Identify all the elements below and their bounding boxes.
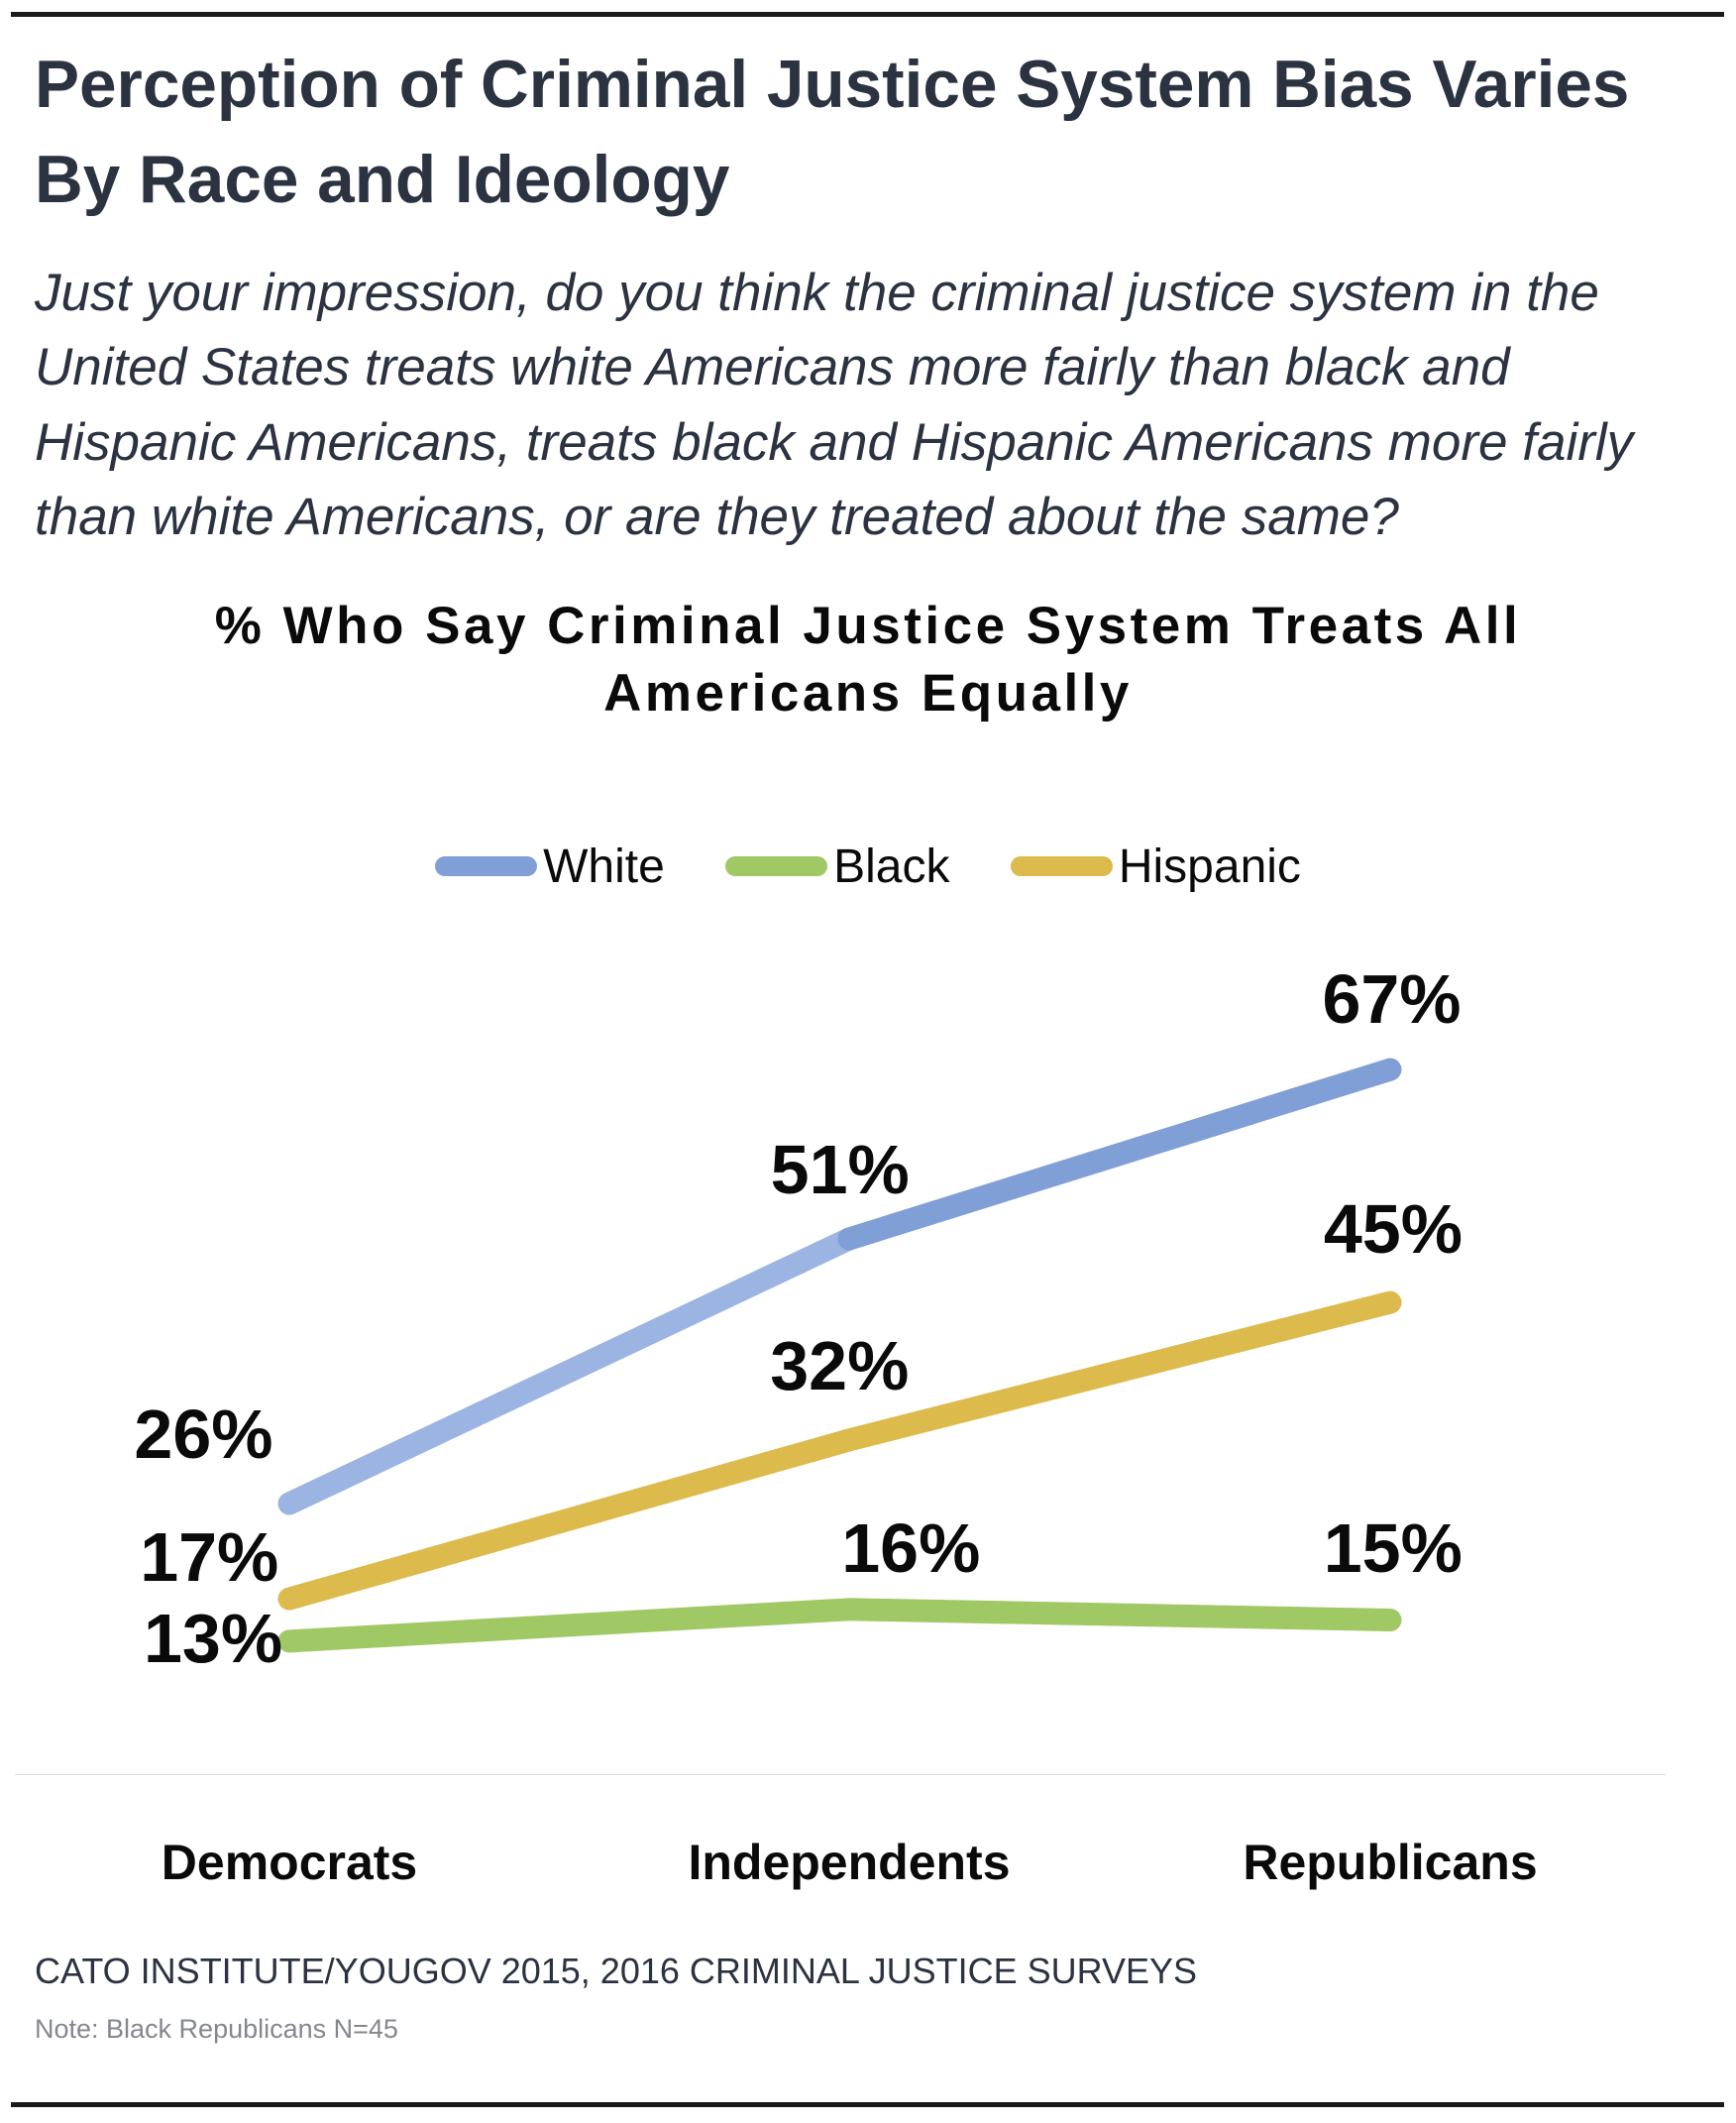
svg-text:15%: 15% [1324, 1509, 1463, 1587]
svg-text:16%: 16% [841, 1509, 980, 1587]
svg-text:13%: 13% [144, 1600, 282, 1677]
svg-text:45%: 45% [1324, 1190, 1463, 1268]
svg-text:26%: 26% [134, 1396, 272, 1473]
svg-text:17%: 17% [140, 1518, 278, 1596]
svg-text:32%: 32% [770, 1327, 909, 1404]
svg-text:67%: 67% [1322, 960, 1461, 1038]
svg-text:51%: 51% [771, 1131, 910, 1208]
